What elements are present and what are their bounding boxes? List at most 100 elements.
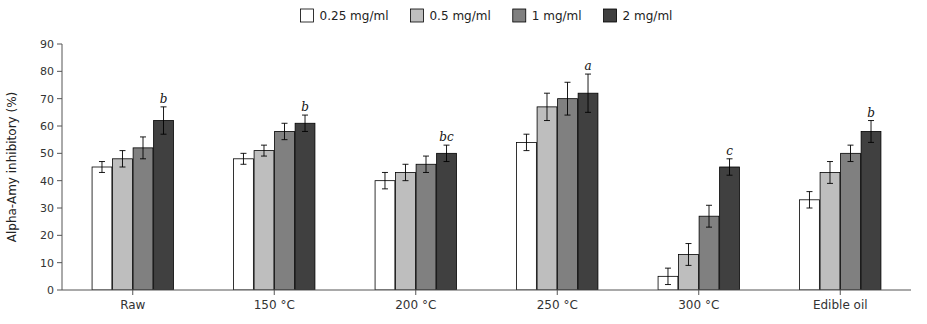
y-tick-label: 40 — [40, 175, 54, 188]
error-bar-path — [382, 172, 388, 188]
significance-label: b — [301, 100, 309, 114]
error-bar — [868, 121, 874, 143]
bar — [254, 151, 274, 290]
y-tick-label: 0 — [47, 284, 54, 297]
y-tick — [57, 262, 62, 263]
error-bar-path — [523, 134, 529, 150]
bars — [92, 74, 881, 290]
error-bar — [444, 145, 450, 161]
y-tick-label: 70 — [40, 93, 54, 106]
error-bar-path — [444, 145, 450, 161]
legend-item: 0.5 mg/ml — [410, 9, 490, 23]
error-bar-path — [665, 268, 671, 284]
x-tick — [415, 290, 416, 295]
y-tick-label: 10 — [40, 257, 54, 270]
bar — [578, 93, 598, 290]
x-tick — [557, 290, 558, 295]
legend-swatch — [604, 9, 617, 22]
error-bar-path — [423, 156, 429, 172]
error-bar — [282, 123, 288, 139]
error-bar-path — [827, 162, 833, 184]
significance-label: b — [160, 92, 168, 106]
error-bar — [402, 164, 408, 180]
y-axis: 0102030405060708090 — [40, 38, 62, 297]
x-tick — [132, 290, 133, 295]
y-tick-label: 80 — [40, 65, 54, 78]
error-bar — [685, 244, 691, 266]
bar — [720, 167, 740, 290]
y-tick — [57, 98, 62, 99]
error-bar-path — [685, 244, 691, 266]
bar — [234, 159, 254, 290]
bar — [517, 142, 537, 290]
significance-label: a — [584, 59, 591, 73]
error-bar — [161, 107, 167, 134]
error-bar — [585, 74, 591, 112]
error-bar — [140, 137, 146, 159]
error-bar — [706, 205, 712, 227]
error-bar — [827, 162, 833, 184]
bar — [375, 181, 395, 290]
error-bar-path — [585, 74, 591, 112]
error-bar-path — [99, 162, 105, 173]
x-tick-label: Edible oil — [813, 298, 868, 312]
bar — [396, 172, 416, 290]
x-tick-label: 200 °C — [395, 298, 436, 312]
bar — [437, 153, 457, 290]
bar — [558, 99, 578, 290]
legend-swatch — [301, 9, 314, 22]
annotations: bbbcacb — [160, 59, 875, 158]
y-axis-label: Alpha-Amy inhibitory (%) — [5, 92, 19, 243]
error-bar — [806, 192, 812, 208]
legend-swatch — [410, 9, 423, 22]
error-bar-path — [302, 115, 308, 131]
bar — [275, 131, 295, 290]
y-tick — [57, 208, 62, 209]
error-bar-path — [806, 192, 812, 208]
error-bar-path — [161, 107, 167, 134]
x-tick — [274, 290, 275, 295]
x-tick — [698, 290, 699, 295]
error-bar — [848, 145, 854, 161]
bar — [537, 107, 557, 290]
error-bar-path — [119, 151, 125, 167]
x-tick — [840, 290, 841, 295]
error-bar — [302, 115, 308, 131]
y-tick — [57, 153, 62, 154]
error-bar-path — [140, 137, 146, 159]
significance-label: bc — [439, 130, 454, 144]
y-tick — [57, 290, 62, 291]
x-axis-line — [62, 290, 911, 291]
legend: 0.25 mg/ml 0.5 mg/ml 1 mg/ml 2 mg/ml — [301, 9, 673, 23]
x-tick-label: 250 °C — [537, 298, 578, 312]
legend-item: 0.25 mg/ml — [301, 9, 389, 23]
bar — [133, 148, 153, 290]
y-tick — [57, 71, 62, 72]
error-bar — [544, 93, 550, 120]
legend-label: 2 mg/ml — [623, 9, 673, 23]
error-bar-path — [868, 121, 874, 143]
error-bar-path — [402, 164, 408, 180]
x-axis: Raw150 °C200 °C250 °C300 °CEdible oil — [62, 290, 911, 312]
y-tick-label: 30 — [40, 202, 54, 215]
bar — [113, 159, 133, 290]
error-bar-path — [261, 145, 267, 156]
significance-label: b — [867, 106, 875, 120]
error-bar — [99, 162, 105, 173]
error-bar-path — [727, 159, 733, 175]
error-bar-path — [544, 93, 550, 120]
chart: 0102030405060708090Alpha-Amy inhibitory … — [0, 0, 927, 324]
bar — [800, 200, 820, 290]
bar — [92, 167, 112, 290]
x-tick-label: 300 °C — [678, 298, 719, 312]
error-bar — [565, 82, 571, 115]
error-bar — [423, 156, 429, 172]
error-bar — [261, 145, 267, 156]
y-tick-label: 60 — [40, 120, 54, 133]
y-tick-label: 20 — [40, 229, 54, 242]
error-bar — [240, 153, 246, 164]
error-bar — [119, 151, 125, 167]
error-bar — [665, 268, 671, 284]
legend-item: 1 mg/ml — [513, 9, 582, 23]
legend-label: 0.25 mg/ml — [320, 9, 389, 23]
